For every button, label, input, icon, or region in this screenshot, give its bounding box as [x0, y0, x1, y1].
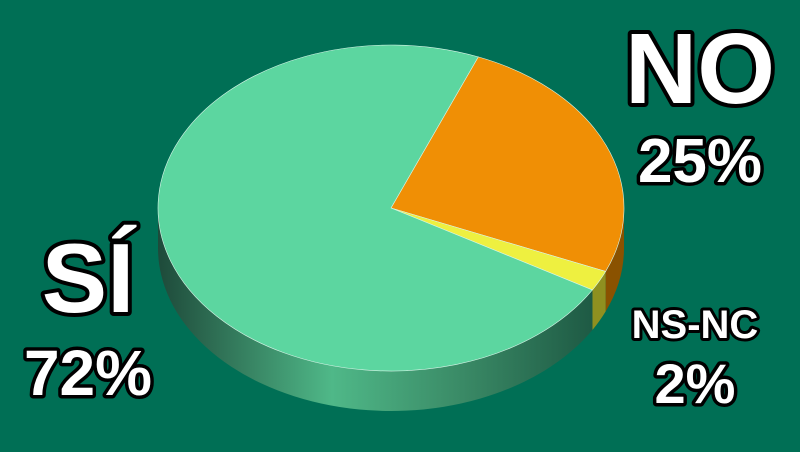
- pie-slices: [157, 44, 625, 372]
- value-no: 25%: [638, 127, 762, 196]
- pie-slice-no: [390, 56, 625, 272]
- value-si: 72%: [24, 337, 152, 409]
- label-si: SÍ: [42, 223, 137, 333]
- pie-slice-s-: [157, 44, 593, 372]
- pie-side-no: [605, 208, 624, 312]
- value-ns-nc: 2%: [655, 352, 736, 415]
- label-ns-nc: NS-NC: [632, 303, 759, 347]
- label-no: NO: [625, 13, 775, 125]
- pie-side-s-: [158, 208, 593, 412]
